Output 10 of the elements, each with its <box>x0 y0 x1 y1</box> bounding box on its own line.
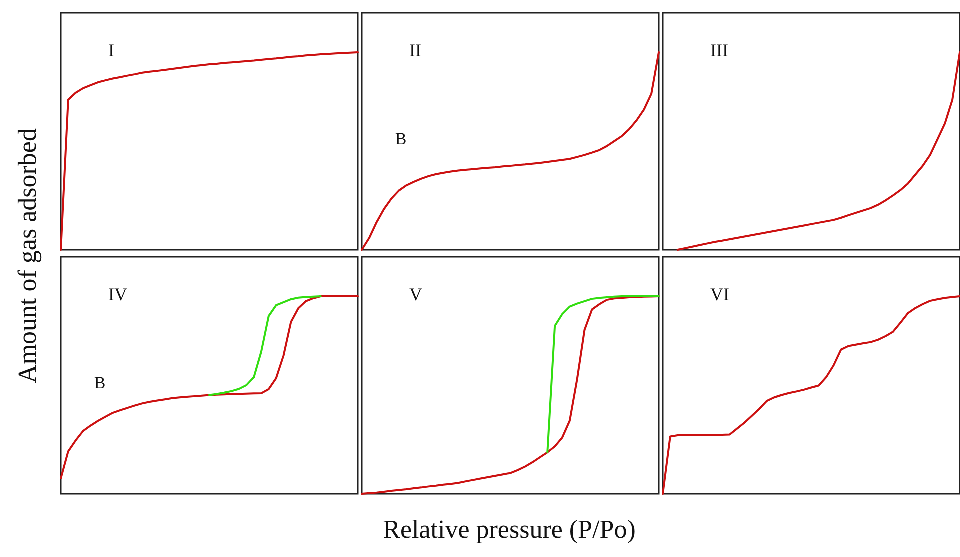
chart-title: IV <box>108 284 128 305</box>
y-axis-title: Amount of gas adsorbed <box>13 128 43 384</box>
chart-title: VI <box>710 284 730 305</box>
x-axis-title: Relative pressure (P/Po) <box>383 515 636 545</box>
annotation: B <box>94 373 106 392</box>
chart-title: II <box>409 40 422 61</box>
chart-title: III <box>710 40 728 61</box>
chart-title: V <box>409 284 422 305</box>
annotation: B <box>395 129 407 148</box>
chart-title: I <box>108 40 114 61</box>
